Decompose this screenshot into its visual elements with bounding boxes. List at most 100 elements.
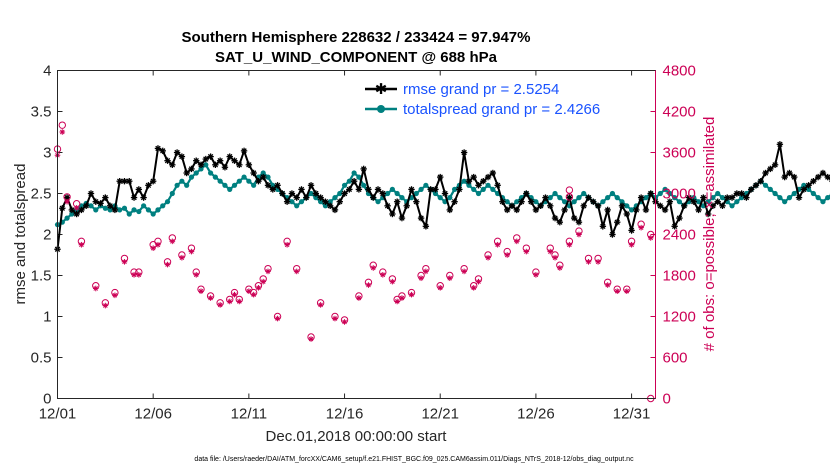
totalspread-point (117, 207, 123, 213)
rmse-point-stroke (427, 186, 434, 193)
rmse-point-stroke (317, 194, 324, 201)
rmse-point-stroke (351, 178, 357, 184)
totalspread-point (265, 174, 271, 180)
legend-rmse-marker: ✱ (375, 80, 388, 98)
totalspread-point (207, 170, 214, 176)
rmse-point (551, 214, 559, 222)
rmse-point-stroke (700, 194, 707, 201)
rmse-point-stroke (533, 207, 539, 213)
totalspread-point (356, 174, 362, 180)
rmse-point (87, 190, 95, 197)
totalspread-point (504, 199, 510, 205)
totalspread-point (600, 199, 606, 205)
rmse-point-stroke (198, 162, 204, 168)
rmse-point-stroke (724, 194, 730, 201)
totalspread-point (399, 195, 405, 201)
rmse-point-stroke (93, 199, 99, 205)
totalspread-point (777, 195, 783, 201)
rmse-point-stroke (423, 223, 429, 229)
totalspread-point (212, 174, 218, 180)
y2-tick-label: 4800 (663, 63, 696, 80)
rmse-point-stroke (394, 199, 400, 205)
obs-assimilated-stroke (552, 255, 558, 261)
rmse-point (355, 186, 363, 193)
obs-assimilated-point (470, 285, 477, 291)
totalspread-point (667, 190, 673, 197)
obs-layer (53, 121, 655, 403)
rmse-point (614, 219, 621, 226)
obs-assimilated-point (188, 248, 195, 255)
totalspread-point (64, 215, 70, 221)
rmse-point (135, 186, 143, 193)
rmse-point-stroke (207, 153, 214, 160)
rmse-point-stroke (284, 199, 290, 205)
rmse-point (647, 190, 654, 197)
totalspread-point (389, 186, 395, 192)
rmse-point-stroke (246, 162, 252, 168)
obs-assimilated-stroke (232, 292, 237, 297)
rmse-point (767, 165, 774, 173)
totalspread-point (341, 182, 348, 188)
totalspread-point (332, 195, 338, 201)
rmse-point-stroke (561, 207, 568, 213)
totalspread-point (131, 207, 137, 213)
totalspread-point (805, 186, 812, 192)
obs-assimilated-point (92, 285, 99, 292)
rmse-point (508, 202, 516, 209)
obs-assimilated-point (356, 295, 362, 301)
obs-assimilated-stroke (390, 279, 395, 284)
obs-assimilated-stroke (74, 205, 79, 211)
totalspread-point (121, 205, 128, 211)
rmse-point-stroke (164, 158, 171, 164)
rmse-point (312, 190, 320, 197)
rmse-point (140, 194, 147, 201)
rmse-point-stroke (576, 219, 582, 225)
obs-assimilated-point (131, 272, 137, 278)
obs-assimilated-stroke (265, 269, 271, 274)
obs-assimilated-stroke (399, 295, 405, 301)
rmse-point (374, 186, 382, 193)
obs-assimilated-stroke (624, 288, 630, 294)
obs-assimilated-point (150, 245, 156, 251)
obs-assimilated-point (446, 275, 453, 282)
rmse-point-stroke (150, 178, 156, 184)
rmse-point-stroke (686, 194, 692, 201)
obs-assimilated-point (112, 292, 118, 299)
chart-title-line1: Southern Hemisphere 228632 / 233424 = 97… (182, 29, 531, 46)
rmse-point (245, 161, 253, 168)
totalspread-point (346, 178, 352, 184)
obs-assimilated-point (585, 259, 592, 265)
obs-assimilated-stroke (275, 316, 280, 321)
rmse-point-stroke (112, 207, 118, 213)
obs-assimilated-point (265, 268, 271, 275)
y2-tick-label: 1200 (663, 309, 696, 326)
rmse-point (307, 182, 315, 189)
rmse-point-stroke (140, 194, 147, 201)
obs-assimilated-stroke (447, 275, 453, 281)
totalspread-point (672, 195, 678, 201)
rmse-point (451, 198, 458, 205)
rmse-point (618, 202, 626, 209)
totalspread-point (691, 195, 697, 201)
obs-assimilated-stroke (284, 242, 290, 248)
obs-assimilated-stroke (136, 272, 142, 278)
rmse-point-stroke (619, 203, 625, 209)
obs-assimilated-stroke (409, 292, 414, 297)
rmse-point-stroke (514, 207, 520, 213)
obs-assimilated-stroke (93, 286, 99, 291)
totalspread-point (231, 182, 238, 188)
totalspread-point (160, 203, 166, 209)
obs-assimilated-stroke (614, 288, 620, 294)
obs-assimilated-point (78, 241, 85, 248)
rmse-point (795, 194, 803, 201)
totalspread-point (351, 170, 357, 176)
rmse-point-stroke (356, 186, 362, 193)
totalspread-point (394, 190, 400, 197)
rmse-point (370, 194, 377, 201)
obs-assimilated-stroke (557, 265, 563, 271)
rmse-point-stroke (777, 141, 783, 147)
rmse-point-stroke (499, 199, 506, 205)
obs-assimilated-stroke (217, 302, 223, 308)
rmse-point (728, 194, 736, 201)
totalspread-point (294, 203, 300, 209)
